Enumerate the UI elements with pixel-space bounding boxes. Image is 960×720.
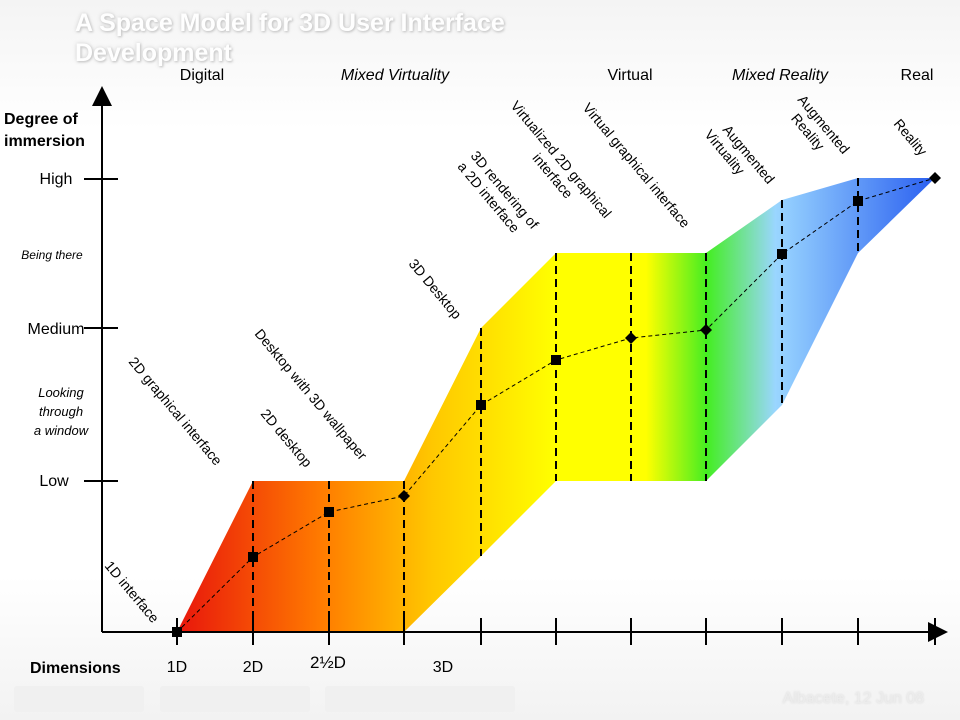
x-axis-ticks — [176, 618, 936, 645]
stage-marker-6 — [625, 332, 637, 344]
stage-label-desktop-3d-wallpaper: Desktop with 3D wallpaper — [252, 326, 371, 464]
band-looking-line3: a window — [34, 423, 90, 438]
stage-marker-0 — [172, 627, 182, 637]
y-axis-title-line2: immersion — [4, 133, 85, 150]
x-tick-2d: 2D — [243, 659, 263, 676]
category-mixed-virtuality: Mixed Virtuality — [341, 67, 450, 84]
category-digital: Digital — [180, 67, 224, 84]
x-axis-title: Dimensions — [30, 660, 121, 677]
logo-ucl — [325, 686, 515, 712]
stage-dividers — [252, 178, 859, 632]
slide-title: A Space Model for 3D User Interface Deve… — [75, 9, 505, 67]
stage-marker-2 — [324, 507, 334, 517]
stage-label-3d-desktop: 3D Desktop — [406, 256, 465, 322]
stage-marker-1 — [248, 552, 258, 562]
logo-uclm — [160, 686, 310, 712]
level-medium: Medium — [28, 321, 85, 338]
stage-label-1d-interface: 1D interface — [102, 558, 163, 626]
stage-marker-9 — [853, 196, 863, 206]
stage-markers — [172, 172, 941, 637]
band-looking-line2: through — [39, 404, 83, 419]
level-low: Low — [39, 473, 69, 490]
stage-marker-8 — [777, 249, 787, 259]
level-high: High — [40, 171, 73, 188]
y-axis-ticks — [84, 178, 118, 482]
stage-marker-5 — [551, 355, 561, 365]
x-tick-2-5d: 2½D — [310, 653, 346, 672]
stage-label-2d-desktop: 2D desktop — [258, 406, 316, 471]
stage-marker-3 — [398, 490, 410, 502]
band-looking-line1: Looking — [38, 385, 84, 400]
stage-marker-7 — [700, 324, 712, 336]
stage-marker-10 — [929, 172, 941, 184]
y-axis-title-line1: Degree of — [4, 111, 78, 128]
x-tick-3d: 3D — [433, 659, 453, 676]
stage-marker-4 — [476, 400, 486, 410]
band-being-there: Being there — [21, 248, 83, 262]
stage-label-3d-rendering: 3D rendering of a 2D interface — [455, 148, 545, 246]
stage-label-2d-graphical-interface: 2D graphical interface — [126, 354, 226, 469]
category-mixed-reality: Mixed Reality — [732, 67, 829, 84]
stage-label-augmented-reality: Augmented Reality — [782, 92, 856, 171]
logo-iuisi — [14, 686, 144, 712]
stage-label-augmented-virtuality: Augmented Virtuality — [702, 116, 781, 201]
footer-date: Albacete, 12 Jun 08 — [782, 690, 924, 707]
category-virtual: Virtual — [607, 67, 652, 84]
category-real: Real — [901, 67, 934, 84]
x-tick-1d: 1D — [167, 659, 187, 676]
immersion-band — [177, 178, 935, 632]
stage-label-reality: Reality — [891, 116, 931, 159]
